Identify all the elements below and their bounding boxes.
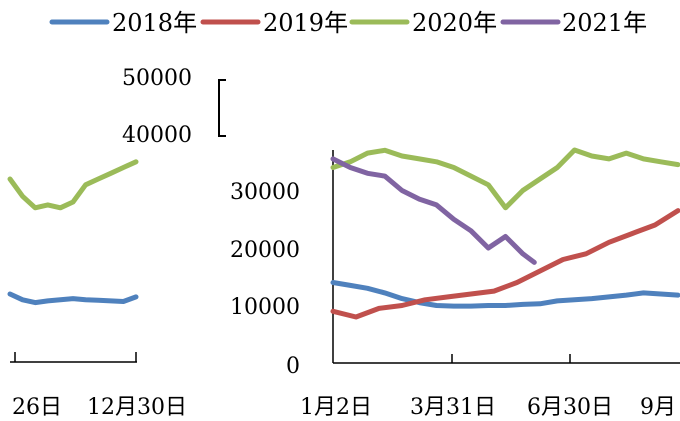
right-panel-series — [330, 147, 680, 320]
right-panel-axes: 1月2日 3月31日 6月30日 9月 — [300, 150, 680, 420]
y-tick-label: 30000 — [230, 180, 300, 205]
legend-label-2019: 2019年 — [263, 9, 348, 37]
y-tick-label: 40000 — [122, 123, 192, 148]
left-x-tick-label: 26日 — [12, 395, 62, 420]
series-line-2018年 — [7, 291, 139, 306]
left-panel-axes: 26日 12月30日 — [10, 352, 187, 420]
series-line-2018年 — [330, 280, 680, 309]
left-x-tick-label: 12月30日 — [87, 395, 187, 420]
legend-label-2021: 2021年 — [562, 9, 647, 37]
y-tick-label: 10000 — [230, 295, 300, 320]
legend-label-2020: 2020年 — [412, 9, 497, 37]
legend: 2018年 2019年 2020年 2021年 — [49, 9, 647, 37]
right-x-tick-label: 9月 — [640, 395, 676, 420]
left-panel-series — [7, 159, 139, 306]
y-axis-fragment — [218, 79, 226, 137]
y-axis: 0 10000 20000 30000 40000 50000 — [122, 66, 300, 379]
right-x-tick-label: 3月31日 — [410, 395, 496, 420]
y-tick-label: 50000 — [122, 66, 192, 91]
right-x-tick-label: 6月30日 — [527, 395, 613, 420]
right-x-tick-label: 1月2日 — [300, 395, 372, 420]
series-line-2019年 — [330, 208, 680, 320]
series-line-2020年 — [330, 147, 680, 211]
legend-label-2018: 2018年 — [112, 9, 197, 37]
series-line-2021年 — [330, 156, 537, 265]
y-tick-label: 20000 — [230, 238, 300, 263]
y-tick-label: 0 — [286, 354, 300, 379]
series-line-2020年 — [7, 159, 139, 211]
